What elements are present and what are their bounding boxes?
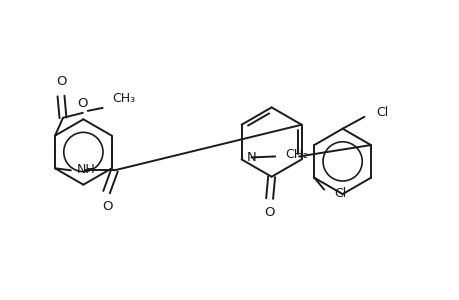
- Text: O: O: [56, 75, 66, 88]
- Text: CH₃: CH₃: [112, 92, 135, 105]
- Text: O: O: [264, 206, 274, 220]
- Text: Cl: Cl: [375, 106, 388, 119]
- Text: O: O: [78, 97, 88, 110]
- Text: O: O: [102, 200, 112, 213]
- Text: N: N: [246, 151, 256, 164]
- Text: NH: NH: [77, 163, 95, 176]
- Text: CH₂: CH₂: [285, 148, 308, 161]
- Text: Cl: Cl: [333, 187, 346, 200]
